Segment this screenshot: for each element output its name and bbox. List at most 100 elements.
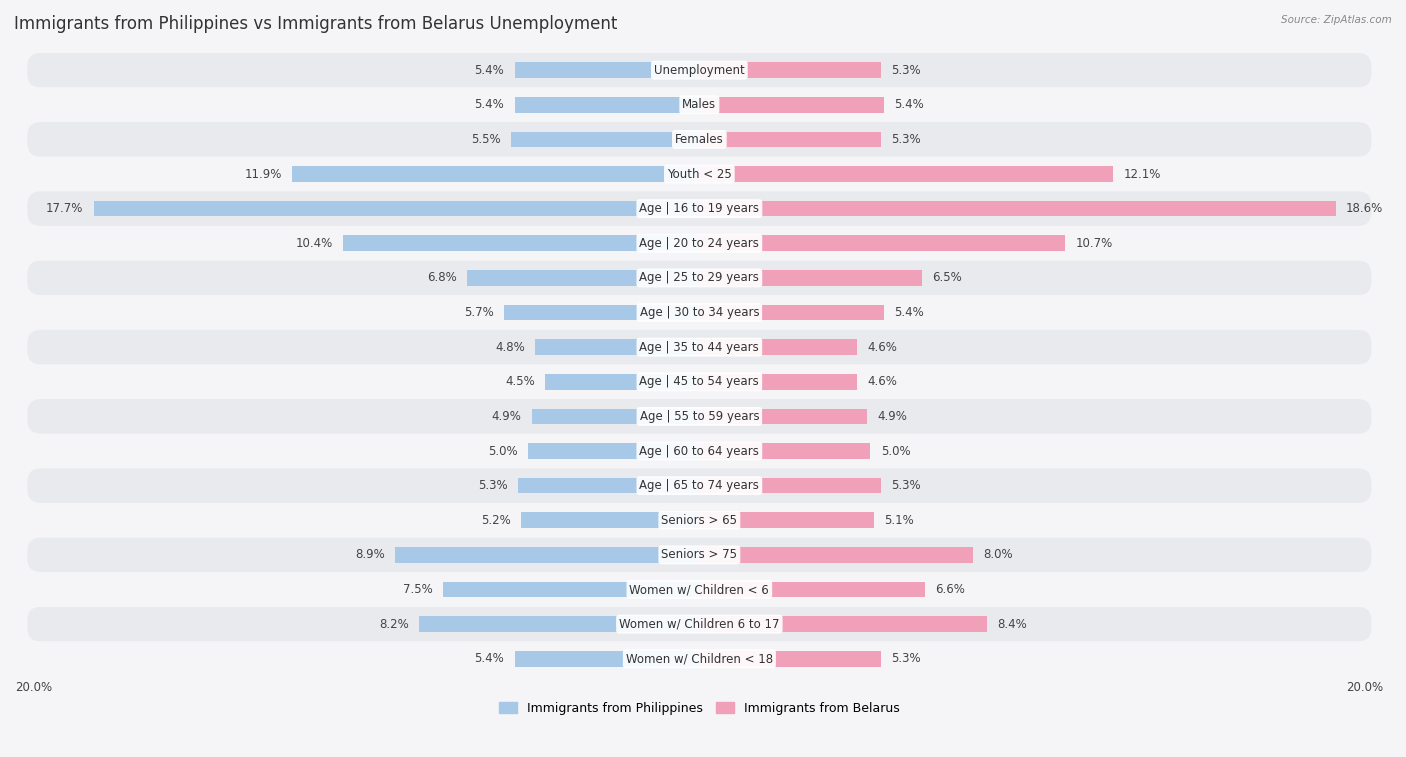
Text: 20.0%: 20.0% [15, 681, 52, 694]
Text: 18.6%: 18.6% [1346, 202, 1384, 215]
FancyBboxPatch shape [27, 226, 1371, 260]
Text: 8.4%: 8.4% [997, 618, 1026, 631]
Text: 6.5%: 6.5% [932, 272, 962, 285]
Bar [536, 339, 699, 355]
Text: Seniors > 65: Seniors > 65 [661, 514, 737, 527]
Text: 5.3%: 5.3% [891, 64, 921, 76]
FancyBboxPatch shape [27, 537, 1371, 572]
Text: 4.6%: 4.6% [868, 375, 897, 388]
Text: Age | 45 to 54 years: Age | 45 to 54 years [640, 375, 759, 388]
Text: Seniors > 75: Seniors > 75 [661, 548, 737, 562]
Text: 11.9%: 11.9% [245, 167, 281, 180]
Text: 5.3%: 5.3% [891, 133, 921, 146]
FancyBboxPatch shape [27, 88, 1371, 122]
Text: 4.9%: 4.9% [877, 410, 907, 423]
Bar [467, 270, 699, 285]
Bar [443, 581, 699, 597]
FancyBboxPatch shape [27, 469, 1371, 503]
Text: 5.4%: 5.4% [894, 306, 924, 319]
Text: 8.9%: 8.9% [354, 548, 385, 562]
FancyBboxPatch shape [27, 641, 1371, 676]
Text: Source: ZipAtlas.com: Source: ZipAtlas.com [1281, 15, 1392, 25]
Text: Women w/ Children 6 to 17: Women w/ Children 6 to 17 [619, 618, 779, 631]
Bar [699, 235, 1066, 251]
Bar [699, 305, 884, 320]
FancyBboxPatch shape [27, 330, 1371, 364]
Bar [529, 444, 699, 459]
Text: Age | 16 to 19 years: Age | 16 to 19 years [640, 202, 759, 215]
Text: 5.4%: 5.4% [475, 653, 505, 665]
Text: 10.4%: 10.4% [297, 237, 333, 250]
Bar [515, 62, 699, 78]
Text: 5.5%: 5.5% [471, 133, 501, 146]
Bar [699, 374, 856, 390]
Bar [699, 547, 973, 562]
Bar [699, 62, 880, 78]
Text: Unemployment: Unemployment [654, 64, 745, 76]
FancyBboxPatch shape [27, 572, 1371, 607]
Text: Women w/ Children < 18: Women w/ Children < 18 [626, 653, 773, 665]
Text: 4.6%: 4.6% [868, 341, 897, 354]
FancyBboxPatch shape [27, 260, 1371, 295]
Bar [546, 374, 699, 390]
FancyBboxPatch shape [27, 295, 1371, 330]
Bar [395, 547, 699, 562]
Bar [515, 97, 699, 113]
Bar [531, 409, 699, 424]
FancyBboxPatch shape [27, 157, 1371, 192]
Bar [699, 581, 925, 597]
Text: Age | 60 to 64 years: Age | 60 to 64 years [640, 444, 759, 457]
Bar [512, 132, 699, 147]
FancyBboxPatch shape [27, 434, 1371, 469]
FancyBboxPatch shape [27, 122, 1371, 157]
Text: 10.7%: 10.7% [1076, 237, 1114, 250]
Legend: Immigrants from Philippines, Immigrants from Belarus: Immigrants from Philippines, Immigrants … [499, 702, 900, 715]
Text: Youth < 25: Youth < 25 [666, 167, 731, 180]
Text: Age | 25 to 29 years: Age | 25 to 29 years [640, 272, 759, 285]
Text: 5.2%: 5.2% [481, 514, 512, 527]
Bar [699, 201, 1336, 217]
Text: 5.3%: 5.3% [478, 479, 508, 492]
Text: 5.7%: 5.7% [464, 306, 494, 319]
FancyBboxPatch shape [27, 399, 1371, 434]
Text: 5.3%: 5.3% [891, 479, 921, 492]
Text: 6.6%: 6.6% [935, 583, 966, 596]
Bar [699, 132, 880, 147]
FancyBboxPatch shape [27, 364, 1371, 399]
Text: 4.5%: 4.5% [505, 375, 536, 388]
Text: 20.0%: 20.0% [1347, 681, 1384, 694]
Text: 8.0%: 8.0% [983, 548, 1012, 562]
FancyBboxPatch shape [27, 607, 1371, 641]
Bar [522, 512, 699, 528]
Text: 5.3%: 5.3% [891, 653, 921, 665]
Bar [517, 478, 699, 494]
Text: Females: Females [675, 133, 724, 146]
Bar [699, 97, 884, 113]
Bar [699, 444, 870, 459]
Text: Age | 55 to 59 years: Age | 55 to 59 years [640, 410, 759, 423]
Text: 8.2%: 8.2% [378, 618, 409, 631]
Text: Males: Males [682, 98, 717, 111]
Text: Immigrants from Philippines vs Immigrants from Belarus Unemployment: Immigrants from Philippines vs Immigrant… [14, 15, 617, 33]
Text: Age | 35 to 44 years: Age | 35 to 44 years [640, 341, 759, 354]
Bar [699, 339, 856, 355]
Bar [699, 270, 922, 285]
Bar [343, 235, 699, 251]
Bar [419, 616, 699, 632]
Text: 6.8%: 6.8% [426, 272, 457, 285]
Text: Age | 65 to 74 years: Age | 65 to 74 years [640, 479, 759, 492]
Bar [94, 201, 699, 217]
Text: 5.4%: 5.4% [475, 98, 505, 111]
Text: Age | 30 to 34 years: Age | 30 to 34 years [640, 306, 759, 319]
Bar [505, 305, 699, 320]
FancyBboxPatch shape [27, 192, 1371, 226]
Text: 12.1%: 12.1% [1123, 167, 1161, 180]
Bar [699, 409, 868, 424]
Text: 5.1%: 5.1% [884, 514, 914, 527]
Text: 5.4%: 5.4% [894, 98, 924, 111]
Bar [292, 167, 699, 182]
Bar [699, 616, 987, 632]
Text: 17.7%: 17.7% [46, 202, 83, 215]
Text: 7.5%: 7.5% [402, 583, 433, 596]
FancyBboxPatch shape [27, 53, 1371, 88]
